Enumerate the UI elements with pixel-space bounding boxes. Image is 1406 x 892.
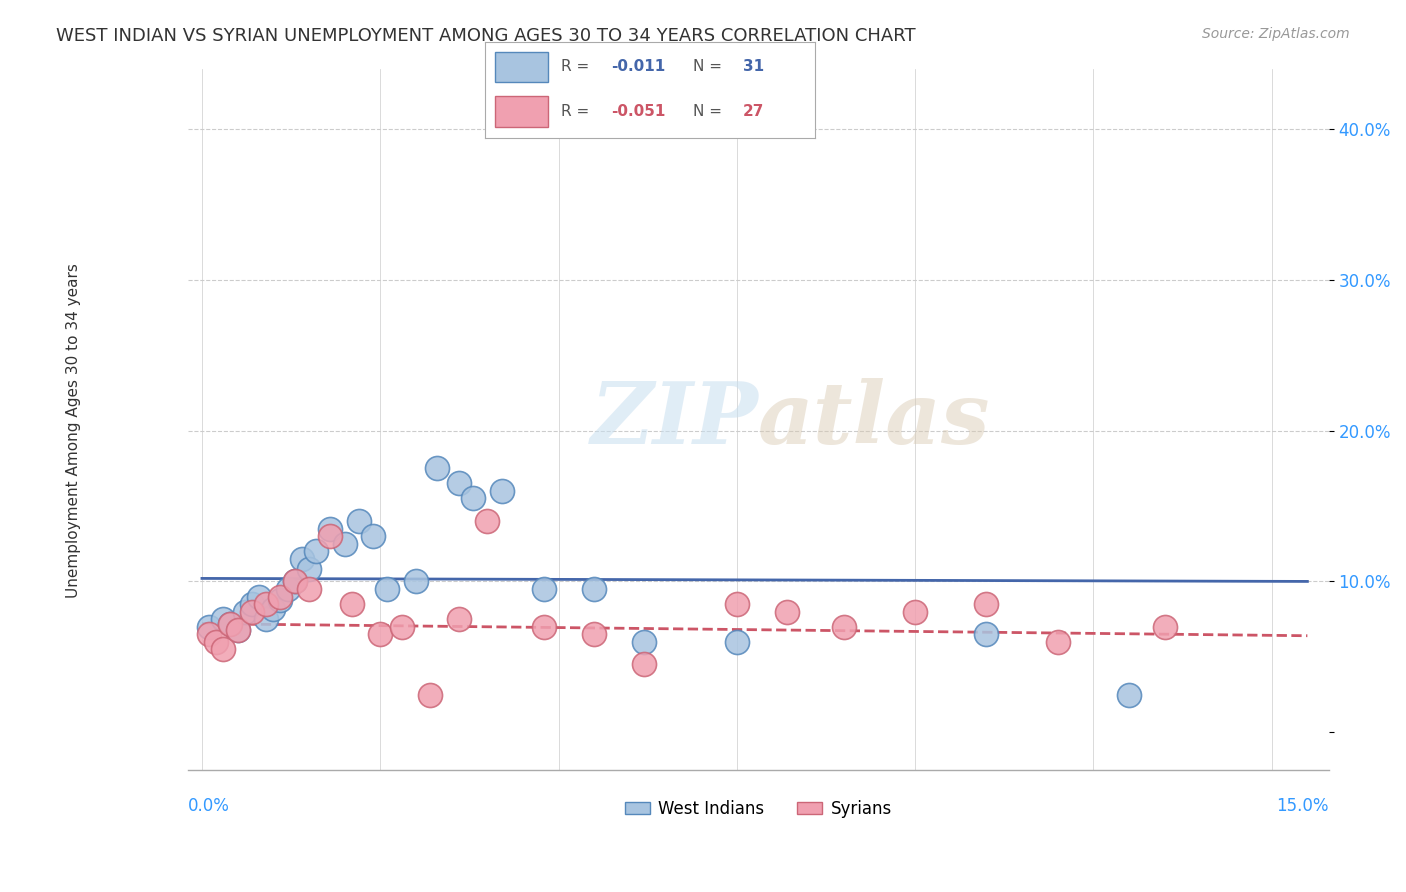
Point [533, 582, 555, 596]
Point [205, 634, 228, 648]
Point [298, 582, 321, 596]
Point [319, 529, 342, 543]
Point [226, 623, 249, 637]
Point [447, 476, 470, 491]
Point [1118, 688, 1140, 702]
Point [461, 491, 484, 506]
Point [262, 601, 284, 615]
Text: 31: 31 [742, 60, 763, 74]
Point [212, 612, 235, 626]
Point [333, 537, 356, 551]
Point [198, 620, 221, 634]
Point [377, 582, 399, 596]
Point [583, 627, 606, 641]
Point [254, 612, 277, 626]
Text: Source: ZipAtlas.com: Source: ZipAtlas.com [1202, 27, 1350, 41]
Point [447, 612, 470, 626]
Point [347, 514, 370, 528]
Point [254, 597, 277, 611]
Point [361, 529, 384, 543]
Point [832, 620, 855, 634]
Point [368, 627, 391, 641]
Point [405, 574, 427, 589]
Bar [495, 52, 548, 82]
Point [319, 522, 342, 536]
Point [976, 597, 998, 611]
Point [419, 688, 441, 702]
Point [633, 634, 655, 648]
Point [340, 597, 363, 611]
Point [298, 562, 321, 576]
Point [219, 616, 242, 631]
Text: 0.0%: 0.0% [188, 797, 229, 815]
Point [305, 544, 328, 558]
Text: R =: R = [561, 103, 595, 119]
Text: ZIP: ZIP [591, 377, 758, 461]
Bar [495, 95, 548, 127]
Point [904, 605, 927, 619]
Point [776, 605, 799, 619]
Point [277, 582, 299, 596]
Point [633, 657, 655, 672]
Point [240, 605, 263, 619]
Point [426, 461, 449, 475]
Point [533, 620, 555, 634]
Point [284, 574, 307, 589]
Text: atlas: atlas [758, 377, 991, 461]
Text: 15.0%: 15.0% [1277, 797, 1329, 815]
Point [477, 514, 499, 528]
Point [491, 483, 513, 498]
Text: N =: N = [693, 60, 727, 74]
Text: Unemployment Among Ages 30 to 34 years: Unemployment Among Ages 30 to 34 years [66, 263, 82, 598]
Point [976, 627, 998, 641]
Point [269, 592, 291, 607]
Point [1153, 620, 1175, 634]
Text: N =: N = [693, 103, 727, 119]
Point [247, 590, 270, 604]
Text: 27: 27 [742, 103, 765, 119]
Point [391, 620, 413, 634]
Point [725, 597, 748, 611]
Point [725, 634, 748, 648]
Point [583, 582, 606, 596]
Point [212, 642, 235, 657]
Text: R =: R = [561, 60, 595, 74]
Point [219, 616, 242, 631]
Point [240, 597, 263, 611]
Text: -0.011: -0.011 [610, 60, 665, 74]
Point [1046, 634, 1069, 648]
Text: -0.051: -0.051 [610, 103, 665, 119]
Text: WEST INDIAN VS SYRIAN UNEMPLOYMENT AMONG AGES 30 TO 34 YEARS CORRELATION CHART: WEST INDIAN VS SYRIAN UNEMPLOYMENT AMONG… [56, 27, 915, 45]
Point [269, 590, 291, 604]
Point [198, 627, 221, 641]
Point [291, 551, 314, 566]
Point [233, 605, 256, 619]
Legend: West Indians, Syrians: West Indians, Syrians [617, 794, 898, 825]
Point [226, 623, 249, 637]
Point [284, 574, 307, 589]
